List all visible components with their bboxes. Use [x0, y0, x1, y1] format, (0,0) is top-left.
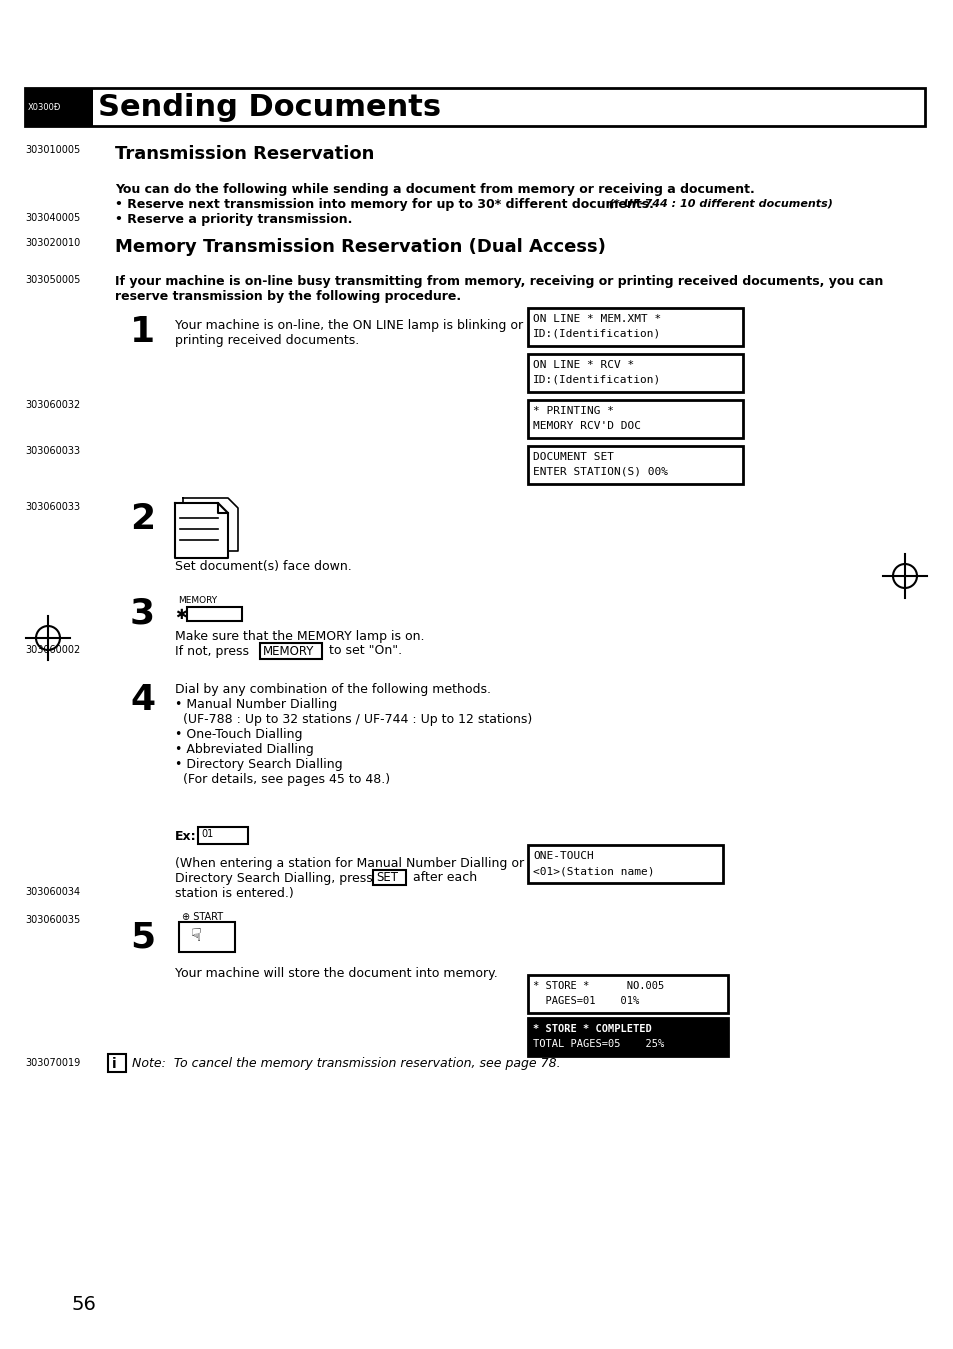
Text: Set document(s) face down.: Set document(s) face down.	[174, 560, 352, 573]
Bar	[527, 401, 742, 438]
Text: station is entered.): station is entered.)	[174, 888, 294, 900]
Bar	[527, 1018, 727, 1056]
Text: (UF-788 : Up to 32 stations / UF-744 : Up to 12 stations): (UF-788 : Up to 32 stations / UF-744 : U…	[174, 714, 532, 726]
Text: ⊕ START: ⊕ START	[182, 912, 223, 921]
Text: If not, press: If not, press	[174, 645, 253, 658]
Bar	[527, 975, 727, 1013]
Text: MEMORY: MEMORY	[178, 596, 217, 604]
Bar	[260, 643, 322, 660]
Text: 303060034: 303060034	[25, 888, 80, 897]
Bar	[527, 308, 742, 345]
Text: ID:(Identification): ID:(Identification)	[533, 375, 660, 384]
Text: 303070019: 303070019	[25, 1058, 80, 1068]
Text: You can do the following while sending a document from memory or receiving a doc: You can do the following while sending a…	[115, 183, 754, 196]
Text: Transmission Reservation: Transmission Reservation	[115, 144, 374, 163]
Bar	[527, 353, 742, 393]
Text: PAGES=01    01%: PAGES=01 01%	[533, 996, 639, 1006]
Bar	[179, 921, 234, 952]
Text: ONE-TOUCH: ONE-TOUCH	[533, 851, 593, 861]
Text: MEMORY: MEMORY	[263, 645, 314, 658]
Text: to set "On".: to set "On".	[325, 643, 402, 657]
Text: • Reserve next transmission into memory for up to 30* different documents.: • Reserve next transmission into memory …	[115, 198, 653, 210]
Text: DOCUMENT SET: DOCUMENT SET	[533, 452, 614, 461]
Text: ENTER STATION(S) 00%: ENTER STATION(S) 00%	[533, 467, 667, 478]
Text: If your machine is on-line busy transmitting from memory, receiving or printing : If your machine is on-line busy transmit…	[115, 275, 882, 287]
Text: (When entering a station for Manual Number Dialling or: (When entering a station for Manual Numb…	[174, 857, 523, 870]
Text: 2: 2	[130, 502, 155, 536]
Bar	[187, 607, 242, 621]
Text: 303050005: 303050005	[25, 275, 80, 285]
Text: * STORE *      NO.005: * STORE * NO.005	[533, 981, 663, 992]
Bar	[373, 870, 406, 885]
Text: MEMORY RCV'D DOC: MEMORY RCV'D DOC	[533, 421, 640, 430]
Text: * PRINTING *: * PRINTING *	[533, 406, 614, 415]
Text: 1: 1	[130, 316, 155, 349]
Bar	[198, 827, 248, 844]
Bar	[527, 447, 742, 484]
Text: reserve transmission by the following procedure.: reserve transmission by the following pr…	[115, 290, 460, 304]
Text: Directory Search Dialling, press: Directory Search Dialling, press	[174, 871, 376, 885]
Text: ON LINE * MEM.XMT *: ON LINE * MEM.XMT *	[533, 314, 660, 324]
Polygon shape	[174, 503, 228, 558]
Text: Ex:: Ex:	[174, 830, 196, 843]
Polygon shape	[183, 498, 237, 550]
Text: 303060002: 303060002	[25, 645, 80, 656]
Text: 4: 4	[130, 683, 155, 718]
Text: * STORE * COMPLETED: * STORE * COMPLETED	[533, 1024, 651, 1033]
Text: (For details, see pages 45 to 48.): (For details, see pages 45 to 48.)	[174, 773, 390, 786]
Text: • Directory Search Dialling: • Directory Search Dialling	[174, 758, 342, 772]
Bar	[25, 88, 92, 125]
Text: Your machine is on-line, the ON LINE lamp is blinking or: Your machine is on-line, the ON LINE lam…	[174, 318, 522, 332]
Text: 5: 5	[130, 920, 155, 954]
Text: 303020010: 303020010	[25, 237, 80, 248]
Text: ✱: ✱	[174, 608, 187, 622]
Text: Memory Transmission Reservation (Dual Access): Memory Transmission Reservation (Dual Ac…	[115, 237, 605, 256]
Text: Your machine will store the document into memory.: Your machine will store the document int…	[174, 967, 497, 979]
Text: 303060033: 303060033	[25, 447, 80, 456]
Text: SET: SET	[375, 871, 397, 884]
Text: X0300Ð: X0300Ð	[28, 103, 61, 112]
Text: 56: 56	[71, 1295, 97, 1314]
Text: 303060032: 303060032	[25, 401, 80, 410]
Text: 303060035: 303060035	[25, 915, 80, 925]
Text: • Manual Number Dialling: • Manual Number Dialling	[174, 697, 337, 711]
Text: Sending Documents: Sending Documents	[98, 93, 440, 121]
Text: • Reserve a priority transmission.: • Reserve a priority transmission.	[115, 213, 352, 227]
Text: after each: after each	[409, 871, 476, 884]
Text: i: i	[112, 1058, 116, 1071]
Bar	[25, 88, 924, 125]
Text: TOTAL PAGES=05    25%: TOTAL PAGES=05 25%	[533, 1039, 663, 1050]
Text: (* UF-744 : 10 different documents): (* UF-744 : 10 different documents)	[604, 198, 832, 208]
Bar	[527, 844, 722, 884]
Text: 3: 3	[130, 596, 155, 630]
Text: Dial by any combination of the following methods.: Dial by any combination of the following…	[174, 683, 491, 696]
Text: printing received documents.: printing received documents.	[174, 335, 359, 347]
Text: ID:(Identification): ID:(Identification)	[533, 329, 660, 339]
Text: 303040005: 303040005	[25, 213, 80, 223]
Text: ☟: ☟	[191, 927, 202, 946]
Text: 303060033: 303060033	[25, 502, 80, 513]
Text: Make sure that the MEMORY lamp is on.: Make sure that the MEMORY lamp is on.	[174, 630, 424, 643]
Text: Note:  To cancel the memory transmission reservation, see page 78.: Note: To cancel the memory transmission …	[132, 1058, 560, 1070]
Text: 303010005: 303010005	[25, 144, 80, 155]
Text: <01>(Station name): <01>(Station name)	[533, 866, 654, 876]
Text: • Abbreviated Dialling: • Abbreviated Dialling	[174, 743, 314, 755]
Text: 01: 01	[201, 830, 213, 839]
Text: • One-Touch Dialling: • One-Touch Dialling	[174, 728, 302, 741]
Bar	[108, 1054, 126, 1072]
Text: ON LINE * RCV *: ON LINE * RCV *	[533, 360, 634, 370]
